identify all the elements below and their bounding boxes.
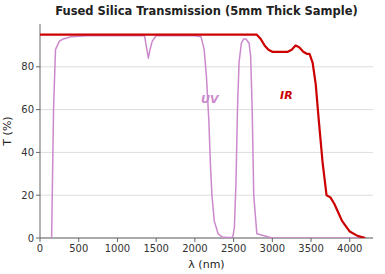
y-tick [36,195,40,196]
y-tick-label: 0 [28,233,34,244]
x-tick-label: 500 [69,243,88,254]
y-tick-label: 40 [21,147,34,158]
x-tick [349,238,350,242]
x-tick [117,238,118,242]
x-tick [78,238,79,242]
grid-line [40,109,373,110]
series-line [40,35,365,238]
y-axis-line [40,24,41,238]
y-tick-label: 60 [21,104,34,115]
x-tick-label: 2000 [182,243,207,254]
x-tick [40,238,41,242]
x-tick [156,238,157,242]
x-tick-label: 2500 [221,243,246,254]
x-tick-label: 0 [37,243,43,254]
annotation: UV [201,93,220,106]
grid-line [40,152,373,153]
chart: 0 20 40 60 80 0 500 1000 1500 2000 2500 3000 3500 400… [0,0,385,274]
y-tick [36,109,40,110]
grid [40,67,373,238]
y-tick [36,66,40,67]
x-tick [194,238,195,242]
annotation: IR [280,89,293,102]
grid-line [40,195,373,196]
x-tick-label: 3500 [298,243,323,254]
x-tick [233,238,234,242]
x-axis-label: λ (nm) [188,258,224,271]
axes: 0 20 40 60 80 0 500 1000 1500 2000 2500 3000 3500 400… [21,24,373,254]
x-tick-label: 1000 [105,243,130,254]
y-tick [36,152,40,153]
grid-line [40,66,373,67]
y-tick [36,238,40,239]
y-axis-label: T (%) [1,116,14,146]
x-tick [311,238,312,242]
plot-area [40,35,365,238]
x-tick-label: 3000 [260,243,285,254]
x-tick-label: 4000 [337,243,362,254]
title: Fused Silica Transmission (5mm Thick Sam… [55,4,358,18]
x-tick [272,238,273,242]
y-tick-label: 80 [21,61,34,72]
x-tick-label: 1500 [143,243,168,254]
series-line [52,36,366,238]
y-tick-label: 20 [21,190,34,201]
